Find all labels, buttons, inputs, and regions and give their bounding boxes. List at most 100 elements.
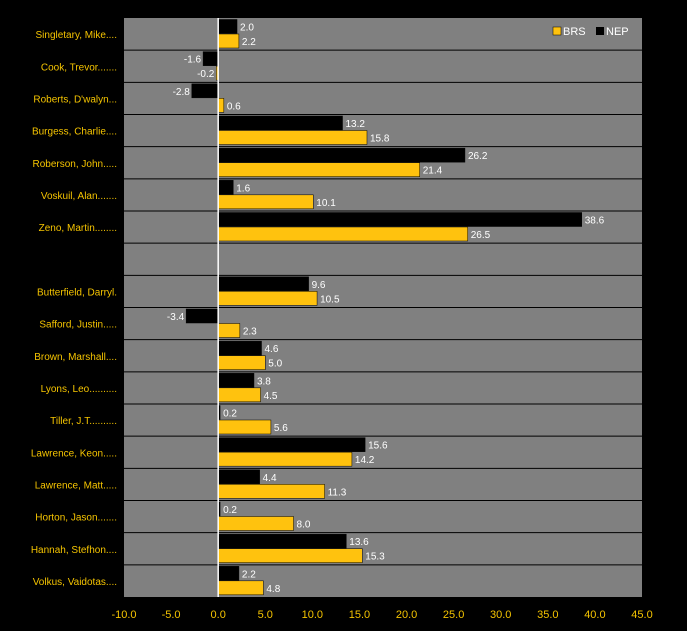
legend-swatch-nep <box>596 27 604 35</box>
legend: BRS NEP <box>552 26 629 38</box>
category-label: Roberts, D'walyn... <box>33 94 117 105</box>
data-label-nep: 2.0 <box>240 23 254 34</box>
grid-lines <box>124 49 642 566</box>
category-label: Cook, Trevor....... <box>41 62 117 73</box>
bar-nep <box>217 115 343 131</box>
category-label: Horton, Jason....... <box>35 513 117 524</box>
x-tick-label: -5.0 <box>162 609 181 621</box>
bar-brs <box>217 516 294 531</box>
bar-brs <box>217 484 325 499</box>
data-label-brs: 21.4 <box>423 166 443 177</box>
x-tick-label: 35.0 <box>537 609 558 621</box>
bar-brs <box>217 580 264 596</box>
bar-brs <box>217 291 318 306</box>
bar-brs <box>217 419 272 435</box>
data-label-nep: -2.8 <box>173 87 191 98</box>
bar-brs <box>217 355 266 370</box>
category-label: Volkus, Vaidotas.... <box>33 577 117 588</box>
x-tick-label: -10.0 <box>111 609 136 621</box>
data-label-brs: 5.6 <box>274 423 288 434</box>
data-label-nep: 3.8 <box>257 376 271 387</box>
data-label-brs: 15.3 <box>365 552 385 563</box>
data-label-brs: 14.2 <box>355 455 375 466</box>
data-label-brs: -0.2 <box>197 69 215 80</box>
bar-nep <box>191 83 219 99</box>
data-label-brs: 0.6 <box>227 101 241 112</box>
data-label-nep: 4.4 <box>263 473 277 484</box>
category-label: Hannah, Stefhon.... <box>31 545 117 556</box>
data-label-nep: 15.6 <box>368 441 388 452</box>
data-label-nep: 38.6 <box>585 216 605 227</box>
data-label-nep: 0.2 <box>223 409 237 420</box>
data-label-nep: 26.2 <box>468 151 488 162</box>
bar-nep <box>217 19 238 34</box>
category-label: Lyons, Leo.......... <box>41 384 117 395</box>
data-label-brs: 15.8 <box>370 134 390 145</box>
category-label: Safford, Justin..... <box>39 320 117 331</box>
data-label-brs: 4.5 <box>264 391 278 402</box>
data-label-nep: 2.2 <box>242 569 256 580</box>
x-tick-labels: -10.0 -5.0 0.0 5.0 10.0 15.0 20.0 25.0 30.0 35.0 4… <box>111 609 652 621</box>
data-label-brs: 10.1 <box>316 198 336 209</box>
bars-group: 2.0 2.2 -1.6 -0.2 -2.8 0.6 13.2 15.8 26.2 21.4 1.6… <box>167 19 605 596</box>
x-tick-label: 45.0 <box>631 609 652 621</box>
category-label: Lawrence, Matt..... <box>35 480 117 491</box>
data-label-nep: 13.6 <box>349 537 369 548</box>
x-tick-label: 25.0 <box>443 609 464 621</box>
bar-brs <box>217 194 314 210</box>
category-labels: Singletary, Mike.... Cook, Trevor....... R… <box>31 30 117 588</box>
bar-nep <box>202 51 219 66</box>
data-label-brs: 10.5 <box>320 294 340 305</box>
x-tick-label: 40.0 <box>584 609 605 621</box>
x-tick-label: 20.0 <box>396 609 417 621</box>
legend-label-brs: BRS <box>563 26 586 38</box>
x-tick-label: 30.0 <box>490 609 511 621</box>
data-label-brs: 11.3 <box>328 487 347 498</box>
bar-nep <box>217 212 582 227</box>
data-label-brs: 5.0 <box>268 359 282 370</box>
category-label: Lawrence, Keon..... <box>31 448 117 459</box>
category-label: Burgess, Charlie.... <box>32 127 117 138</box>
data-label-nep: -3.4 <box>167 312 185 323</box>
bar-nep <box>217 276 309 292</box>
category-label: Tiller, J.T.......... <box>50 416 117 427</box>
bar-brs <box>217 226 469 242</box>
bar-nep <box>217 469 260 485</box>
x-tick-label: 10.0 <box>302 609 323 621</box>
bar-nep <box>217 180 234 195</box>
legend-swatch-brs <box>552 26 562 36</box>
data-label-nep: 0.2 <box>223 505 237 516</box>
bar-brs <box>217 162 420 177</box>
data-label-brs: 4.8 <box>266 584 280 595</box>
bar-nep <box>185 308 219 324</box>
data-label-nep: 13.2 <box>346 119 366 130</box>
legend-label-nep: NEP <box>606 26 629 38</box>
data-label-nep: 9.6 <box>312 280 326 291</box>
x-tick-label: 15.0 <box>349 609 370 621</box>
category-label: Brown, Marshall.... <box>34 352 117 363</box>
data-label-nep: 4.6 <box>265 344 279 355</box>
bar-nep <box>217 437 366 452</box>
bar-brs <box>217 98 225 113</box>
x-tick-label: 0.0 <box>211 609 226 621</box>
bar-brs <box>217 548 363 563</box>
category-label: Singletary, Mike.... <box>35 30 117 41</box>
data-label-brs: 2.3 <box>243 327 257 338</box>
bar-nep <box>217 566 240 581</box>
data-label-brs: 8.0 <box>297 520 311 531</box>
category-label: Roberson, John..... <box>33 159 118 170</box>
data-label-nep: -1.6 <box>184 55 202 66</box>
bar-nep <box>217 533 347 549</box>
data-label-brs: 2.2 <box>242 37 256 48</box>
category-label: Butterfield, Darryl. <box>37 287 117 298</box>
bar-brs <box>217 387 261 403</box>
bar-nep <box>217 373 255 388</box>
bar-nep <box>217 340 262 356</box>
data-label-nep: 1.6 <box>236 183 250 194</box>
bar-nep <box>217 147 466 163</box>
category-label: Zeno, Martin........ <box>39 223 117 234</box>
category-label: Voskuil, Alan....... <box>41 191 117 202</box>
bar-brs <box>217 130 368 145</box>
data-label-brs: 26.5 <box>471 230 491 241</box>
